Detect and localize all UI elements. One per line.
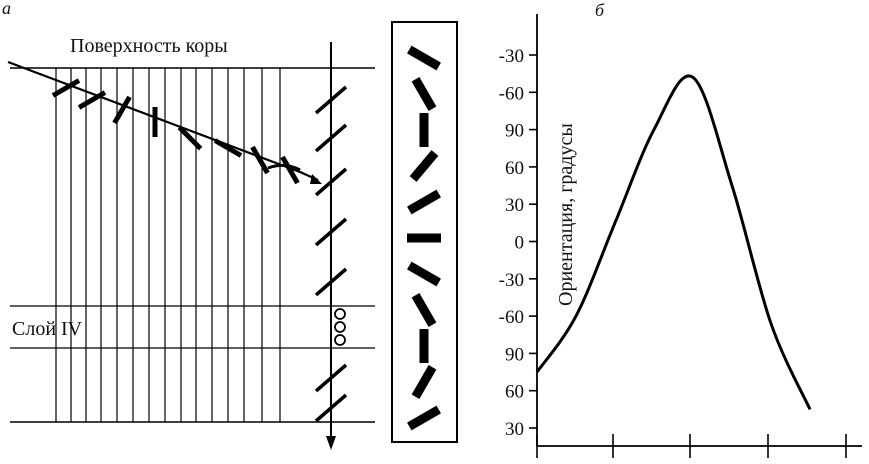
y-tick-label: -60 <box>499 307 524 328</box>
strip-orientation-bar <box>411 293 437 327</box>
strip-orientation-bar <box>411 77 437 111</box>
oblique-track-bar <box>77 90 107 110</box>
oblique-track-bar <box>213 138 243 158</box>
oblique-track-orientation-bars <box>51 78 300 185</box>
surface-label: Поверхность коры <box>70 35 228 57</box>
y-tick-label: -30 <box>499 46 524 67</box>
perpendicular-track-mark <box>314 167 348 197</box>
strip-orientation-bar <box>407 189 441 215</box>
panel-a-label: а <box>2 0 11 18</box>
orientation-strip-bars <box>407 45 441 431</box>
oblique-track-bar <box>250 145 270 175</box>
y-tick-label: 90 <box>505 344 524 365</box>
y-tick-label: 60 <box>505 158 524 179</box>
y-axis-label: Ориентация, градусы <box>555 123 577 306</box>
perpendicular-track-mark <box>314 363 348 393</box>
perpendicular-track-mark <box>314 267 348 297</box>
perpendicular-track-mark <box>314 85 348 115</box>
y-tick-label: 30 <box>505 195 524 216</box>
panel-b-label: б <box>595 0 605 20</box>
panel-b: б -30 -60 90 60 30 0 -30 -60 90 60 30 Ориентация, … <box>499 0 862 458</box>
panel-a: а Поверхность коры Слой IV <box>2 0 375 450</box>
y-axis-ticks: -30 -60 90 60 30 0 -30 -60 90 60 30 <box>499 46 537 440</box>
layer-iv-label: Слой IV <box>12 318 83 340</box>
orientation-strip-frame <box>391 21 458 443</box>
orientation-strip <box>391 21 458 443</box>
perpendicular-track-mark <box>314 393 348 423</box>
oblique-electrode-track <box>7 60 319 182</box>
y-tick-label: -60 <box>499 83 524 104</box>
unoriented-cell-circle <box>334 334 346 346</box>
y-tick-label: 0 <box>515 233 525 254</box>
strip-orientation-bar <box>409 150 439 182</box>
strip-orientation-bar <box>407 261 441 287</box>
layer-iv-unoriented-cells <box>334 308 346 346</box>
oblique-track-bar <box>280 155 300 185</box>
oblique-track-bar <box>112 95 132 125</box>
y-tick-label: 90 <box>505 121 524 142</box>
oblique-track-arrowhead <box>310 174 322 184</box>
y-tick-label: 60 <box>505 382 524 403</box>
y-tick-label: 30 <box>505 419 524 440</box>
perpendicular-track-mark <box>314 123 348 153</box>
orientation-curve <box>535 74 812 410</box>
track-hook <box>267 163 301 172</box>
x-axis-ticks <box>536 434 847 458</box>
y-tick-label: -30 <box>499 270 524 291</box>
unoriented-cell-circle <box>334 308 346 320</box>
strip-orientation-bar <box>407 405 441 431</box>
orientation-columns <box>55 68 281 422</box>
oblique-track-bar <box>51 78 81 98</box>
unoriented-cell-circle <box>334 321 346 333</box>
perpendicular-track-mark <box>314 217 348 247</box>
strip-orientation-bar <box>407 45 441 71</box>
perpendicular-track-marks <box>314 85 348 423</box>
oblique-track-bar <box>177 125 203 151</box>
strip-orientation-bar <box>411 365 437 399</box>
perpendicular-track-arrowhead <box>326 436 336 450</box>
